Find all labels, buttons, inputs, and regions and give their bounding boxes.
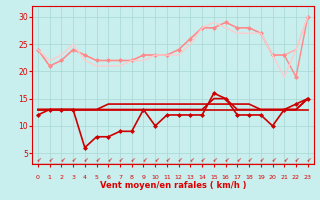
Text: ↓: ↓ bbox=[69, 157, 77, 164]
Text: ↓: ↓ bbox=[292, 157, 300, 164]
Text: ↓: ↓ bbox=[93, 157, 100, 164]
Text: ↓: ↓ bbox=[187, 157, 194, 164]
Text: ↓: ↓ bbox=[163, 157, 171, 164]
Text: ↓: ↓ bbox=[58, 157, 65, 164]
Text: ↓: ↓ bbox=[269, 157, 276, 164]
Text: ↓: ↓ bbox=[81, 157, 88, 164]
Text: ↓: ↓ bbox=[152, 157, 159, 164]
Text: ↓: ↓ bbox=[222, 157, 229, 164]
Text: ↓: ↓ bbox=[105, 157, 112, 164]
Text: ↓: ↓ bbox=[140, 157, 147, 164]
Text: ↓: ↓ bbox=[304, 157, 311, 164]
X-axis label: Vent moyen/en rafales ( km/h ): Vent moyen/en rafales ( km/h ) bbox=[100, 182, 246, 191]
Text: ↓: ↓ bbox=[198, 157, 206, 164]
Text: ↓: ↓ bbox=[128, 157, 135, 164]
Text: ↓: ↓ bbox=[175, 157, 182, 164]
Text: ↓: ↓ bbox=[281, 157, 288, 164]
Text: ↓: ↓ bbox=[116, 157, 124, 164]
Text: ↓: ↓ bbox=[34, 157, 42, 164]
Text: ↓: ↓ bbox=[257, 157, 264, 164]
Text: ↓: ↓ bbox=[234, 157, 241, 164]
Text: ↓: ↓ bbox=[210, 157, 218, 164]
Text: ↓: ↓ bbox=[46, 157, 53, 164]
Text: ↓: ↓ bbox=[245, 157, 253, 164]
